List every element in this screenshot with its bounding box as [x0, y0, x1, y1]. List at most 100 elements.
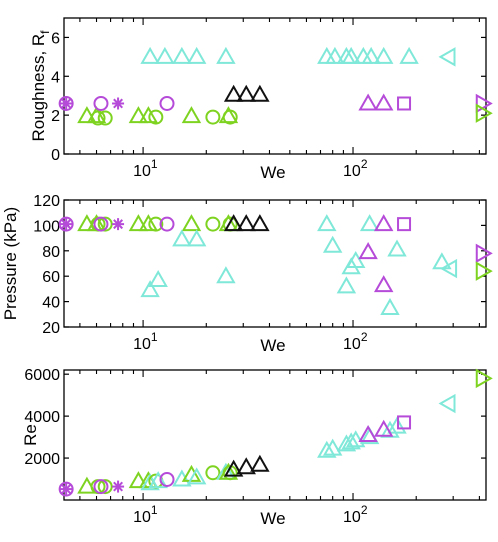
purple-asterisk-marker [112, 480, 125, 493]
x-tick-label: 102 [343, 330, 368, 353]
black-triangle-marker [223, 459, 244, 477]
y-tick-label: 6 [51, 30, 60, 47]
green-triangle-right-marker [475, 368, 493, 389]
cyan-triangle-left-marker [438, 47, 456, 67]
green-triangle-right-marker [475, 103, 493, 123]
x-axis-label: We [260, 163, 285, 182]
purple-triangle-marker [373, 214, 394, 232]
cyan-triangle-marker [341, 432, 361, 450]
purple-triangle-marker [358, 242, 378, 260]
cyan-triangle-marker [380, 297, 400, 315]
pressure-markers [58, 214, 493, 315]
purple-circle-marker [93, 95, 109, 111]
purple-circle-marker [93, 479, 109, 495]
green-triangle-marker [128, 106, 149, 124]
reynolds-axes-frame [63, 369, 487, 501]
roughness-markers [58, 46, 493, 126]
y-tick-label: 20 [42, 320, 60, 337]
x-tick-label: 102 [343, 157, 368, 180]
purple-square-marker [397, 96, 412, 111]
cyan-triangle-marker [373, 46, 394, 64]
y-axis-label: Pressure (kPa) [1, 207, 20, 320]
cyan-triangle-marker [341, 46, 361, 64]
cyan-triangle-marker [359, 214, 380, 232]
y-tick-label: 120 [33, 193, 60, 210]
black-triangle-marker [223, 214, 244, 232]
y-tick-label: 80 [42, 244, 60, 261]
roughness-panel: 0 2 4 6 101 102 We Roughness, Rf [29, 17, 493, 182]
x-axis-label: We [260, 336, 285, 355]
purple-circle-marker [159, 471, 175, 487]
black-triangle-marker [236, 84, 256, 102]
cyan-triangle-marker [361, 46, 381, 64]
y-tick-label: 0 [51, 147, 60, 164]
y-axis-label: Re [21, 424, 40, 446]
purple-triangle-right-marker [475, 93, 493, 114]
y-tick-label: 2000 [24, 451, 60, 468]
purple-asterisk-marker [112, 218, 125, 231]
purple-asterisk-marker [112, 97, 125, 110]
purple-triangle-marker [358, 424, 378, 442]
cyan-triangle-marker [216, 266, 236, 284]
cyan-triangle-marker [216, 46, 236, 64]
purple-asterisk-marker [60, 218, 73, 231]
y-tick-label: 2 [51, 108, 60, 125]
purple-circle-marker [58, 95, 74, 111]
green-circle-marker [222, 109, 238, 125]
green-triangle-marker [138, 214, 159, 232]
x-tick-label: 101 [133, 503, 158, 526]
green-circle-marker [97, 110, 113, 126]
green-triangle-marker [77, 106, 97, 124]
green-triangle-marker [181, 464, 202, 482]
green-triangle-marker [138, 106, 159, 124]
purple-circle-marker [93, 216, 109, 232]
purple-triangle-marker [373, 419, 394, 437]
green-circle-marker [148, 109, 164, 125]
green-circle-marker [205, 465, 221, 481]
black-triangle-marker [223, 84, 244, 102]
cyan-triangle-marker [148, 471, 168, 489]
y-tick-label: 4 [51, 69, 60, 86]
green-triangle-marker [181, 106, 202, 124]
cyan-triangle-marker [325, 46, 345, 64]
cyan-triangle-marker [317, 440, 337, 458]
cyan-triangle-marker [322, 235, 343, 253]
green-triangle-right-marker [475, 261, 493, 281]
y-tick-label: 6000 [24, 367, 60, 384]
cyan-triangle-marker [322, 438, 343, 456]
green-circle-marker [205, 216, 221, 232]
cyan-triangle-marker [399, 46, 419, 64]
cyan-triangle-left-marker [438, 393, 456, 414]
purple-triangle-marker [373, 93, 394, 111]
cyan-triangle-marker [186, 467, 207, 485]
pressure-axes-frame [63, 199, 487, 328]
purple-square-marker [397, 217, 412, 232]
purple-triangle-marker [358, 93, 378, 111]
purple-square-marker [397, 415, 412, 430]
green-triangle-marker [128, 471, 149, 489]
cyan-triangle-marker [317, 214, 337, 232]
cyan-triangle-marker [155, 46, 175, 64]
purple-circle-marker [159, 95, 175, 111]
cyan-triangle-marker [317, 46, 337, 64]
cyan-triangle-marker [387, 239, 407, 257]
cyan-triangle-marker [140, 46, 160, 64]
purple-asterisk-marker [60, 483, 73, 496]
cyan-triangle-marker [387, 416, 407, 434]
reynolds-markers [58, 368, 493, 497]
purple-circle-marker [159, 216, 175, 232]
purple-triangle-marker [373, 275, 394, 293]
cyan-triangle-left-marker [440, 258, 458, 279]
cyan-triangle-marker [345, 250, 366, 268]
cyan-triangle-marker [380, 420, 400, 438]
green-circle-marker [97, 479, 113, 495]
x-tick-label: 101 [133, 330, 158, 353]
black-triangle-marker [250, 84, 270, 102]
green-triangle-marker [181, 214, 202, 232]
green-triangle-marker [128, 214, 149, 232]
pressure-panel: 20 40 60 80 100 120 101 102 We Pressure (kPa) [1, 193, 493, 355]
cyan-triangle-marker [140, 280, 160, 298]
green-circle-marker [97, 216, 113, 232]
purple-asterisk-marker [60, 97, 73, 110]
y-tick-label: 100 [33, 218, 60, 235]
